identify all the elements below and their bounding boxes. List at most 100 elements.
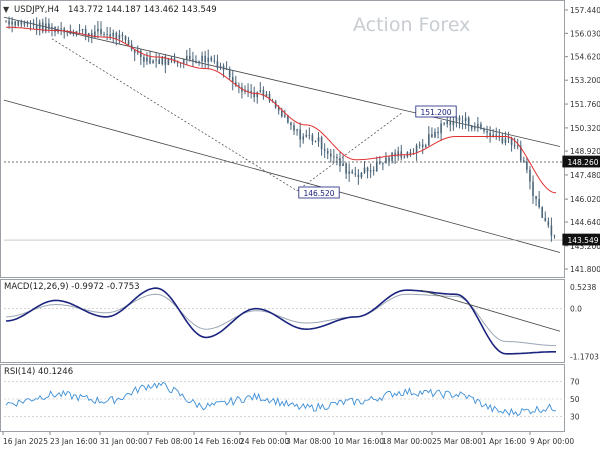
- candle-body: [5, 20, 7, 22]
- candle-body: [446, 121, 449, 125]
- candle-body: [259, 90, 262, 92]
- candle-body: [118, 34, 121, 39]
- candle-body: [192, 59, 194, 62]
- candle-body: [26, 21, 29, 24]
- price-tick-label: 156.030: [570, 29, 600, 38]
- macd-indicator: 0.5238 0.0 -1.1703: [4, 283, 599, 362]
- candle-body: [480, 124, 482, 129]
- candle-body: [513, 145, 516, 146]
- trend-channel: [3, 16, 565, 253]
- chart-annotations: 151.200 146.520 148.260 143.549: [298, 105, 600, 246]
- time-tick-label: 18 Mar 00:00: [382, 437, 432, 446]
- candle-body: [507, 137, 510, 139]
- candle-body: [477, 124, 479, 128]
- current-price-label: 143.549: [567, 236, 598, 245]
- candle-body: [14, 21, 16, 26]
- candle-body: [35, 24, 38, 30]
- symbol-timeframe: USDJPY,H4: [14, 5, 59, 15]
- candle-body: [87, 32, 90, 36]
- moving-average-line: [6, 26, 557, 194]
- candle-body: [287, 115, 289, 123]
- candle-body: [464, 117, 467, 122]
- candle-body: [458, 117, 461, 121]
- time-tick-label: 23 Jan 16:00: [50, 437, 98, 446]
- candle-body: [195, 61, 197, 64]
- price-tick-label: 150.320: [570, 124, 600, 133]
- candle-body: [382, 163, 384, 165]
- candle-body: [219, 65, 222, 68]
- candle-body: [385, 157, 387, 164]
- macd-title: MACD(12,26,9) -0.9972 -0.7753: [4, 282, 140, 292]
- candle-body: [143, 57, 145, 62]
- candle-body: [308, 134, 311, 136]
- candle-body: [81, 29, 84, 31]
- macd-tick-label: 0.0: [570, 305, 582, 314]
- candle-body: [146, 57, 148, 62]
- candle-body: [155, 59, 157, 61]
- rsi-title: RSI(14) 40.1246: [4, 367, 73, 377]
- dropdown-arrow-icon[interactable]: ▼: [3, 5, 10, 14]
- candle-body: [115, 32, 118, 39]
- candle-body: [11, 21, 13, 25]
- candle-body: [434, 131, 436, 138]
- price-tick-label: 146.020: [570, 195, 600, 204]
- candle-body: [510, 137, 513, 146]
- candle-body: [176, 62, 179, 64]
- candle-body: [541, 207, 544, 218]
- candle-body: [394, 152, 396, 157]
- candle-body: [262, 90, 265, 97]
- candle-body: [440, 123, 442, 134]
- candle-body: [538, 199, 540, 208]
- candle-body: [492, 134, 494, 137]
- ohlc-values: 143.772 144.187 143.462 143.549: [68, 5, 217, 15]
- candle-body: [437, 131, 439, 134]
- candle-body: [201, 55, 203, 62]
- candle-body: [348, 171, 350, 174]
- candle-body: [372, 170, 375, 172]
- candle-body: [323, 149, 326, 151]
- candle-body: [100, 28, 102, 35]
- candle-body: [32, 22, 35, 25]
- candle-body: [391, 152, 393, 161]
- candle-body: [185, 55, 188, 59]
- macd-tick-label: -1.1703: [570, 353, 599, 362]
- candle-body: [314, 140, 317, 142]
- time-tick-label: 7 Feb 08:00: [148, 437, 193, 446]
- candle-body: [547, 221, 550, 226]
- high-price-label-box: [415, 105, 457, 118]
- candle-body: [112, 32, 115, 37]
- candle-body: [84, 29, 87, 36]
- candle-body: [333, 156, 335, 158]
- rsi-tick-label: 50: [570, 395, 580, 404]
- price-tick-label: 157.440: [570, 6, 600, 15]
- candle-body: [41, 22, 44, 32]
- candle-body: [443, 123, 445, 125]
- time-axis: 16 Jan 2025 23 Jan 16:00 31 Jan 00:00 7 Feb…: [2, 432, 574, 446]
- candle-body: [48, 23, 50, 30]
- rsi-tick-label: 70: [570, 377, 580, 386]
- candle-body: [409, 152, 412, 155]
- candle-body: [483, 128, 485, 132]
- price-tick-label: 153.200: [570, 76, 600, 85]
- candle-body: [449, 121, 452, 126]
- candlesticks: [5, 16, 556, 242]
- macd-line: [5, 287, 556, 355]
- candle-body: [529, 169, 531, 182]
- candle-body: [320, 137, 323, 150]
- candle-body: [182, 58, 185, 64]
- candle-body: [415, 145, 418, 154]
- candle-body: [152, 60, 154, 64]
- candle-body: [8, 20, 10, 25]
- price-tick-label: 148.920: [570, 147, 600, 156]
- candle-body: [544, 217, 547, 222]
- candle-body: [164, 56, 167, 65]
- price-axis: 157.440 156.030 154.620 153.200 151.760 150.3…: [565, 6, 600, 274]
- dashed-trendline-down: [51, 38, 298, 192]
- time-tick-label: 24 Feb 00:00: [240, 437, 289, 446]
- candle-body: [317, 137, 320, 142]
- time-tick-label: 10 Mar 16:00: [334, 437, 384, 446]
- rsi-panel: [0, 364, 565, 432]
- current-price-label-box: [562, 233, 600, 246]
- candle-body: [75, 30, 78, 33]
